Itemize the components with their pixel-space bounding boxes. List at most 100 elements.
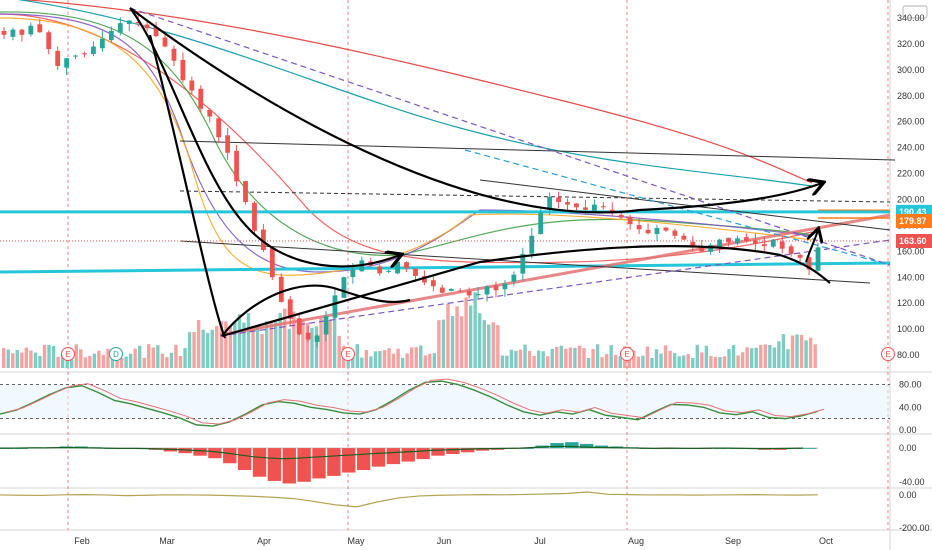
candle-body — [91, 46, 96, 55]
volume-bar — [459, 316, 464, 368]
candle-body — [99, 38, 105, 49]
volume-bar — [795, 334, 799, 368]
macd-line — [0, 445, 804, 460]
volume-bar — [88, 355, 92, 368]
volume-bar — [636, 356, 641, 368]
drawn-curve — [148, 34, 227, 339]
y-tick-label: 80.00 — [897, 350, 920, 360]
candle-body — [475, 294, 481, 296]
volume-bar — [518, 349, 523, 368]
volume-bar — [233, 322, 237, 368]
candle-body — [332, 295, 338, 318]
volume-bar — [514, 350, 518, 368]
candle-body — [82, 53, 87, 55]
candle-body — [690, 241, 696, 248]
macd-histogram-bar — [401, 448, 415, 462]
volume-bar — [432, 353, 437, 368]
x-tick-label: Sep — [725, 536, 741, 546]
macd-histogram-bar — [475, 448, 490, 451]
volume-bar — [740, 352, 745, 368]
volume-bar — [391, 353, 396, 368]
drawn-curve — [221, 245, 831, 338]
volume-bar — [65, 354, 69, 368]
candle-body — [457, 290, 463, 292]
oscillator-line — [0, 491, 819, 508]
candle-body — [484, 286, 490, 295]
moving-average-line — [17, 0, 813, 187]
candle-body — [502, 283, 508, 290]
volume-bar — [174, 344, 178, 368]
candle-body — [770, 239, 776, 247]
volume-bar — [201, 329, 205, 368]
candle-body — [556, 197, 561, 203]
macd-histogram-bar — [223, 448, 237, 464]
volume-bar — [387, 348, 391, 368]
volume-bar — [799, 334, 804, 368]
macd-histogram-bar — [371, 448, 386, 467]
volume-bar — [564, 348, 568, 368]
volume-bar — [536, 350, 541, 368]
volume-bar — [419, 345, 423, 368]
volume-bar — [804, 340, 808, 368]
volume-bar — [196, 319, 201, 368]
volume-bar — [555, 346, 559, 368]
volume-bar — [437, 320, 441, 368]
candle-body — [216, 118, 222, 138]
volume-bar — [777, 341, 781, 368]
volume-bar — [550, 348, 554, 368]
volume-bar — [138, 345, 142, 368]
volume-bar — [414, 347, 418, 368]
volume-bar — [110, 356, 115, 368]
candle-body — [198, 88, 204, 109]
volume-bar — [74, 344, 78, 368]
volume-bar — [29, 350, 33, 368]
volume-bar — [709, 355, 713, 368]
volume-bar — [754, 347, 758, 368]
volume-bar — [33, 352, 38, 368]
x-tick-label: Feb — [74, 536, 90, 546]
candle-body — [806, 257, 812, 270]
volume-bar — [559, 345, 563, 368]
volume-bar — [704, 345, 709, 368]
volume-bar — [151, 347, 155, 368]
volume-bar — [147, 344, 151, 368]
price-tag-label: 190.43 — [899, 207, 927, 217]
volume-bar — [527, 350, 532, 368]
volume-bar — [219, 321, 223, 368]
volume-bar — [604, 354, 609, 368]
volume-bar — [215, 325, 219, 368]
volume-bar — [568, 347, 573, 368]
candle-body — [761, 244, 767, 247]
y-tick-label: 100.00 — [897, 324, 925, 334]
volume-bar — [731, 345, 736, 368]
candle-body — [144, 24, 150, 29]
candle-body — [108, 30, 114, 41]
volume-bar — [573, 347, 577, 368]
candle-body — [180, 59, 186, 81]
volume-bar — [337, 335, 341, 368]
candle-body — [681, 235, 687, 240]
candle-body — [430, 280, 436, 287]
volume-bar — [60, 353, 65, 368]
drawn-arrow — [129, 7, 822, 214]
volume-bar — [6, 349, 10, 368]
rsi-tick-label: 40.00 — [899, 402, 922, 412]
volume-bar — [15, 350, 19, 368]
volume-bar — [364, 350, 369, 368]
candle-body — [439, 287, 445, 293]
macd-histogram-bar — [386, 448, 401, 465]
event-marker-label: E — [624, 350, 629, 359]
candle-body — [574, 203, 579, 208]
candle-body — [10, 29, 16, 37]
candle-body — [618, 214, 624, 218]
candle-body — [341, 277, 347, 298]
macd-histogram-bar — [193, 448, 207, 456]
osc-tick-label: -200.00 — [899, 523, 930, 533]
volume-bar — [759, 344, 763, 368]
candle-body — [636, 225, 642, 230]
candle-body — [788, 246, 794, 254]
volume-bar — [292, 311, 296, 368]
volume-bar — [541, 351, 545, 368]
